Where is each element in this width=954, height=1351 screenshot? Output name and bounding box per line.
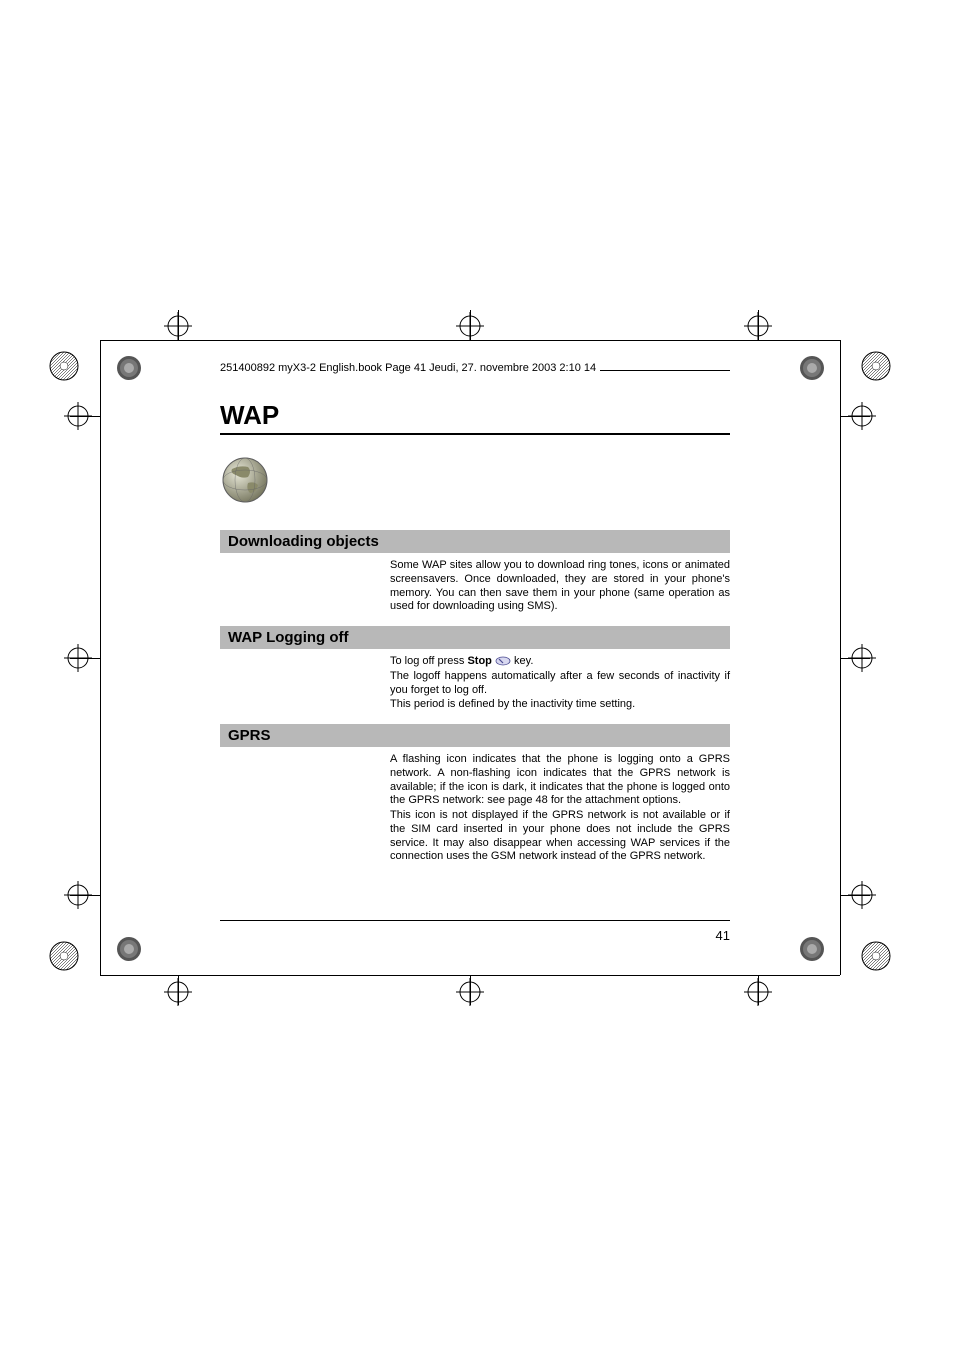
stop-key-icon [495, 656, 511, 666]
section-body-gprs: A flashing icon indicates that the phone… [390, 753, 730, 864]
crosshair-icon [848, 881, 876, 909]
frame-line [100, 340, 101, 975]
running-header: 251400892 myX3-2 English.book Page 41 Je… [220, 362, 600, 374]
crosshair-icon [64, 881, 92, 909]
title-rule [220, 433, 730, 435]
crosshair-icon [744, 978, 772, 1006]
frame-line [100, 340, 840, 341]
page-number: 41 [716, 928, 730, 943]
footer-rule [220, 920, 730, 921]
section-heading-gprs: GPRS [220, 724, 730, 747]
corner-blob-icon [798, 354, 826, 382]
crosshair-icon [456, 978, 484, 1006]
crosshair-icon [164, 312, 192, 340]
registration-mark-icon [860, 350, 892, 382]
logoff-text-2: The logoff happens automatically after a… [390, 670, 730, 698]
section-body-downloading: Some WAP sites allow you to download rin… [390, 559, 730, 614]
logoff-stop-label: Stop [467, 655, 491, 667]
corner-blob-icon [115, 935, 143, 963]
wap-globe-icon [220, 455, 730, 510]
crosshair-icon [164, 978, 192, 1006]
gprs-para-1: A flashing icon indicates that the phone… [390, 753, 730, 808]
logoff-text-3: This period is defined by the inactivity… [390, 698, 730, 712]
crosshair-icon [848, 402, 876, 430]
corner-blob-icon [798, 935, 826, 963]
page-content: 251400892 myX3-2 English.book Page 41 Je… [220, 350, 730, 876]
crosshair-icon [456, 312, 484, 340]
registration-mark-icon [860, 940, 892, 972]
crosshair-icon [64, 644, 92, 672]
registration-mark-icon [48, 350, 80, 382]
page-title: WAP [220, 400, 730, 431]
corner-blob-icon [115, 354, 143, 382]
section-body-logoff: To log off press Stop key. The logoff ha… [390, 655, 730, 712]
gprs-para-2: This icon is not displayed if the GPRS n… [390, 809, 730, 864]
section-heading-logoff: WAP Logging off [220, 626, 730, 649]
logoff-text-1a: To log off press [390, 655, 467, 667]
crosshair-icon [64, 402, 92, 430]
crosshair-icon [848, 644, 876, 672]
section-heading-downloading: Downloading objects [220, 530, 730, 553]
registration-mark-icon [48, 940, 80, 972]
crosshair-icon [744, 312, 772, 340]
logoff-text-1c: key. [514, 655, 533, 667]
